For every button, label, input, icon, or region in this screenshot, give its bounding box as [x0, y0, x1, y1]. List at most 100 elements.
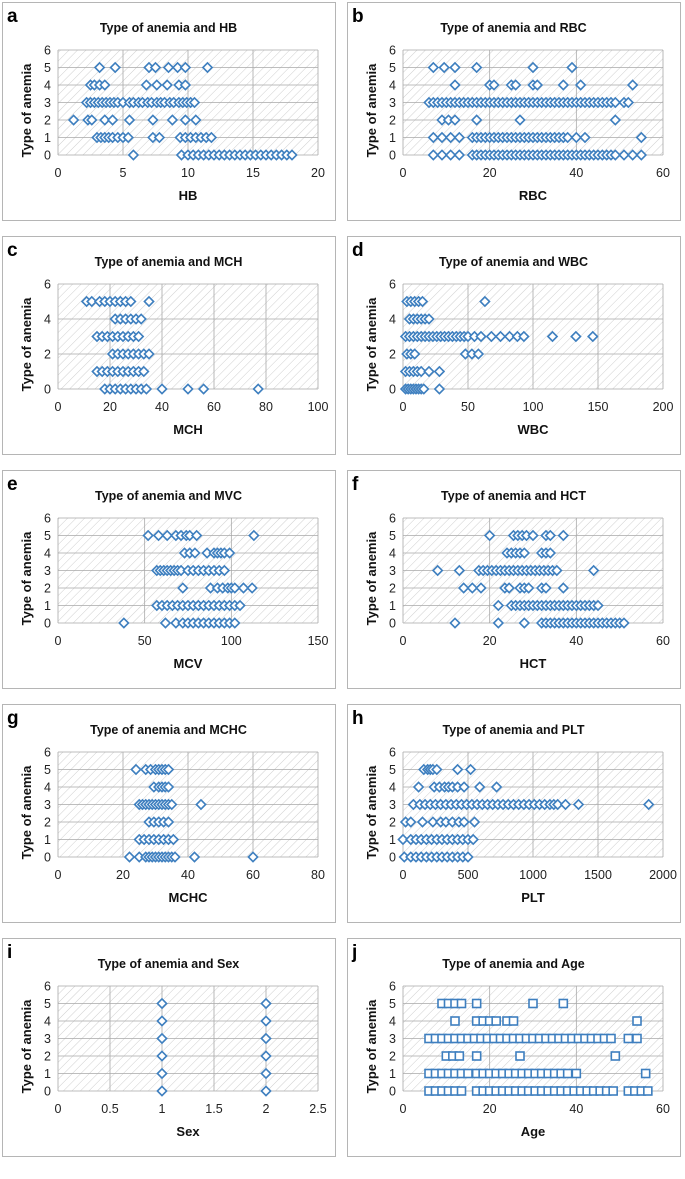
data-point: [643, 1086, 653, 1096]
data-point: [609, 96, 622, 109]
data-point: [169, 851, 181, 863]
y-axis-label: Type of anemia: [364, 297, 379, 391]
data-point: [632, 1033, 642, 1044]
y-tick-label: 4: [44, 547, 51, 561]
data-point: [566, 61, 578, 74]
data-point: [412, 781, 425, 793]
y-tick-label: 0: [389, 851, 396, 865]
data-point: [162, 61, 175, 74]
data-point: [427, 816, 439, 828]
chart-panel-i: i Type of anemia and Sex 0 1 2 3 4 5 6 0 0.5 1 1.5 2 2…: [2, 938, 336, 1157]
data-point: [438, 61, 450, 74]
x-tick-label: 0: [400, 166, 407, 180]
chart-title: Type of anemia and WBC: [439, 255, 588, 269]
x-tick-label: 2: [263, 1102, 270, 1116]
data-point: [106, 114, 119, 126]
x-tick-label: 50: [138, 634, 152, 648]
panel-label: i: [7, 942, 12, 963]
data-point: [143, 348, 155, 360]
y-tick-label: 3: [389, 96, 396, 110]
data-point: [515, 1051, 525, 1061]
y-tick-label: 6: [44, 278, 51, 292]
data-point: [67, 114, 80, 126]
data-point: [570, 131, 583, 144]
x-tick-label: 20: [311, 166, 325, 180]
data-point: [475, 330, 487, 343]
data-point: [559, 798, 572, 811]
data-point: [449, 79, 461, 91]
x-tick-label: 40: [569, 166, 583, 180]
data-point: [156, 1050, 168, 1062]
data-point: [423, 365, 435, 378]
data-point: [463, 1068, 473, 1079]
data-point: [109, 61, 121, 74]
x-tick-label: 0: [55, 634, 62, 648]
data-point: [544, 547, 557, 559]
data-point: [518, 547, 531, 559]
data-point: [449, 61, 461, 74]
data-point: [464, 763, 477, 776]
data-point: [223, 547, 236, 559]
x-tick-label: 200: [653, 400, 674, 414]
y-tick-label: 2: [389, 582, 396, 596]
data-point: [188, 851, 201, 863]
data-point: [140, 383, 153, 395]
x-tick-label: 100: [221, 634, 242, 648]
chart-panel-d: d Type of anemia and WBC 0 2 4 6 0 50 100 150 200 W…: [347, 236, 681, 455]
y-tick-label: 1: [44, 833, 51, 847]
data-point: [161, 529, 173, 542]
data-point: [546, 330, 559, 343]
y-tick-label: 6: [389, 746, 396, 760]
data-point: [229, 582, 241, 594]
data-point: [527, 529, 539, 542]
y-tick-label: 6: [389, 44, 396, 58]
y-axis-label: Type of anemia: [364, 531, 379, 625]
data-point: [557, 529, 570, 542]
panel-label: d: [352, 240, 364, 261]
x-axis-label: HCT: [520, 656, 547, 671]
data-point: [166, 798, 178, 811]
data-point: [162, 763, 175, 776]
y-tick-label: 3: [44, 798, 51, 812]
data-point: [127, 149, 140, 161]
chart-title: Type of anemia and MVC: [95, 489, 242, 503]
data-point: [479, 295, 491, 308]
chart-panel-h: h Type of anemia and PLT 0 1 2 3 4 5 6 0 500 1000 15…: [347, 704, 681, 923]
data-point: [574, 79, 587, 91]
data-point: [462, 851, 474, 863]
data-point: [408, 348, 421, 360]
data-point: [427, 149, 440, 161]
x-tick-label: 40: [569, 634, 583, 648]
data-point: [471, 998, 482, 1009]
x-tick-label: 60: [656, 1102, 670, 1116]
data-point: [494, 330, 507, 343]
y-tick-label: 5: [389, 529, 396, 543]
y-tick-label: 5: [389, 763, 396, 777]
data-point: [405, 816, 417, 828]
y-tick-label: 0: [44, 1085, 51, 1099]
data-point: [457, 582, 470, 594]
data-point: [640, 1068, 651, 1079]
x-tick-label: 5: [120, 166, 127, 180]
y-tick-label: 5: [44, 997, 51, 1011]
data-point: [490, 781, 503, 793]
x-tick-label: 10: [181, 166, 195, 180]
y-tick-label: 3: [44, 96, 51, 110]
y-tick-label: 4: [389, 781, 396, 795]
panel-label: c: [7, 240, 18, 261]
x-tick-label: 2.5: [309, 1102, 326, 1116]
x-tick-label: 0: [400, 400, 407, 414]
data-point: [135, 313, 147, 325]
data-point: [467, 833, 479, 846]
data-point: [453, 149, 466, 161]
data-point: [418, 383, 430, 395]
data-point: [260, 1050, 272, 1062]
data-point: [416, 816, 429, 828]
data-point: [166, 114, 179, 126]
y-tick-label: 0: [44, 149, 51, 163]
data-point: [431, 564, 444, 577]
data-point: [162, 781, 175, 793]
x-tick-label: 20: [483, 1102, 497, 1116]
data-point: [632, 1016, 642, 1026]
data-point: [453, 131, 466, 144]
